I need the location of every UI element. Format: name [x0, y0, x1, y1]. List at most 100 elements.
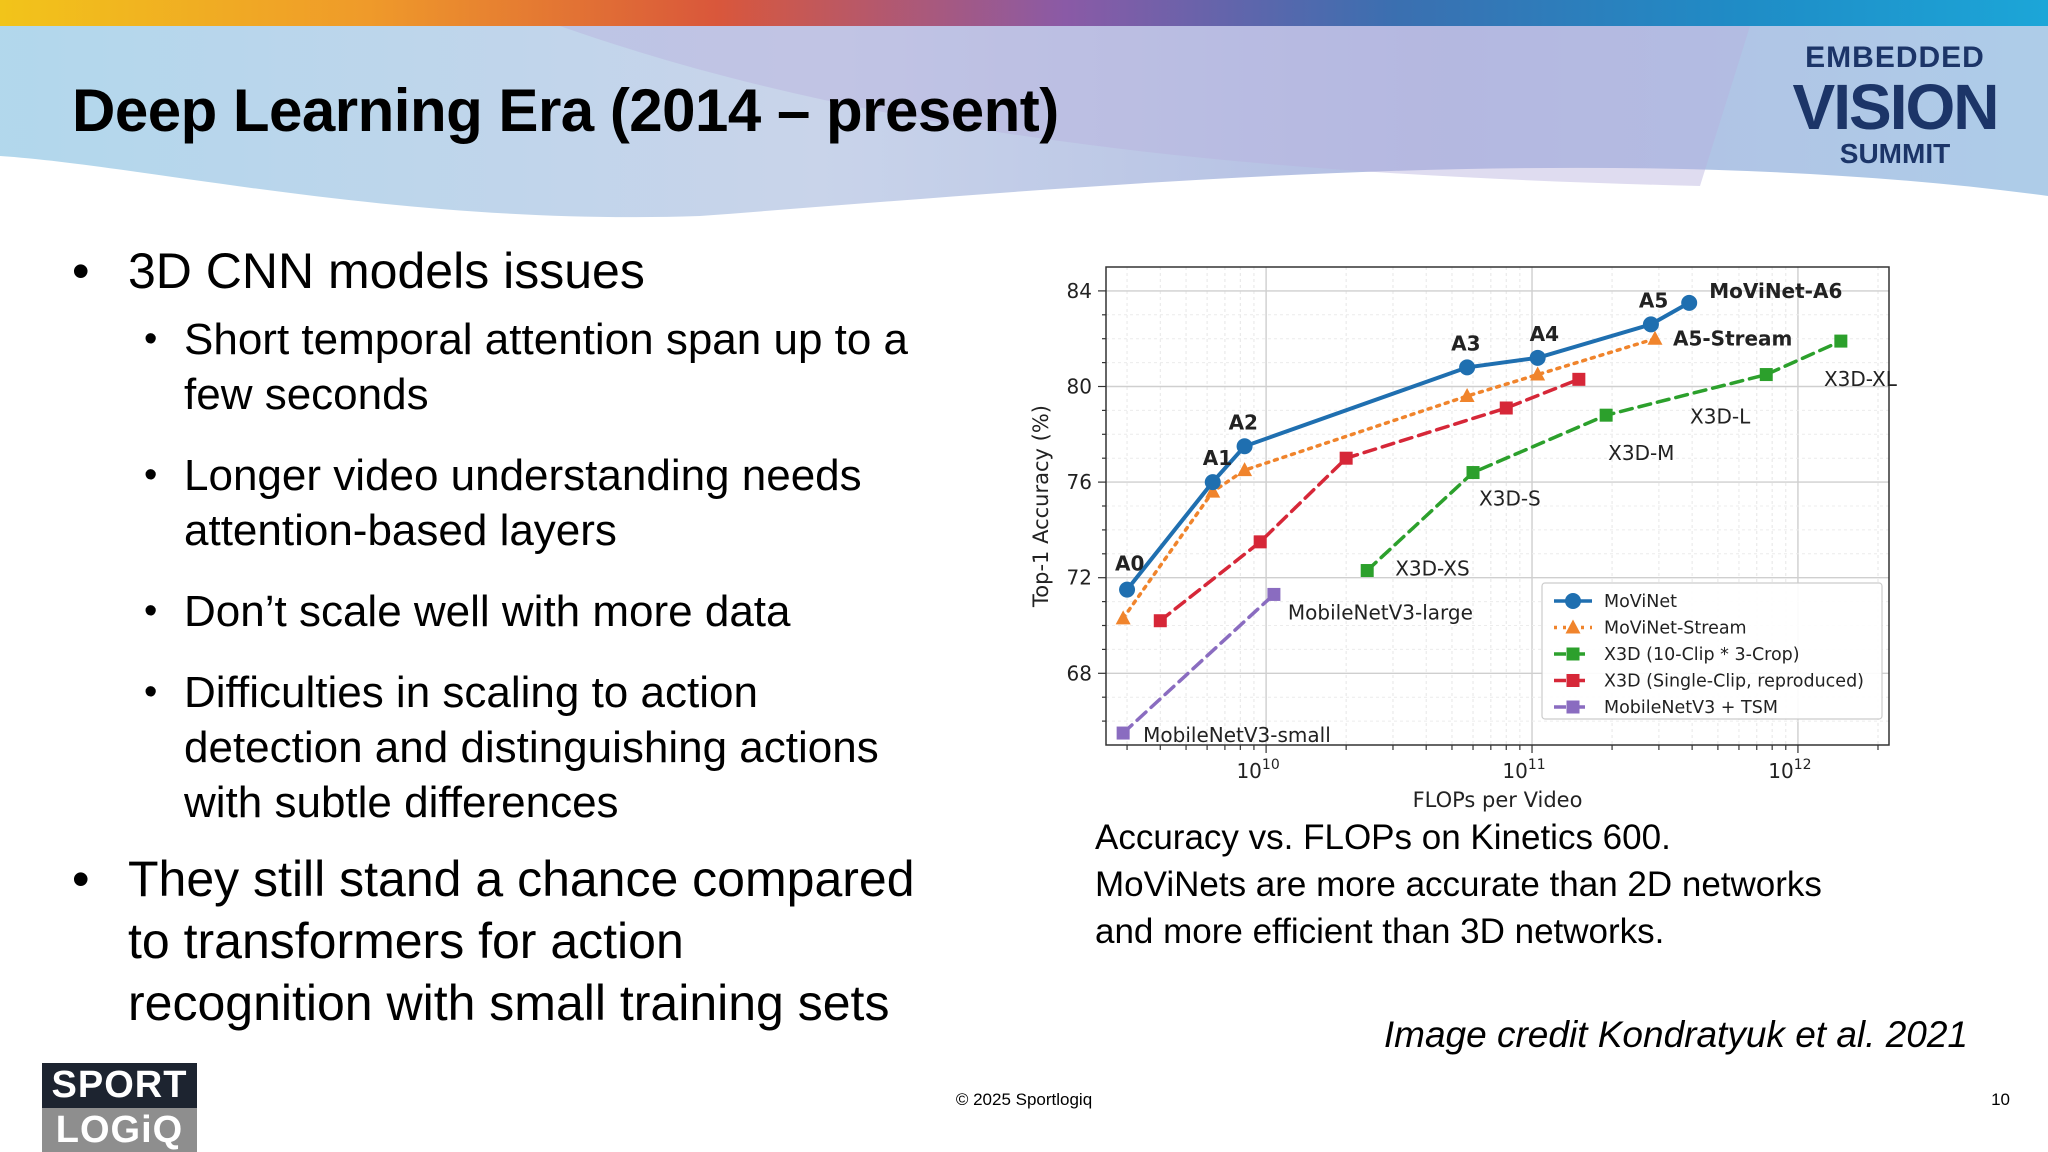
bullet-text-line: Difficulties in scaling to action [184, 668, 758, 717]
series-line-4 [1121, 592, 1276, 735]
data-point [1237, 462, 1253, 477]
legend-marker [1566, 700, 1580, 714]
bullet-text-line: to transformers for action [128, 913, 684, 969]
data-point [1115, 610, 1131, 625]
data-point [1236, 438, 1253, 455]
bullet-text-line: They still stand a chance compared [128, 851, 915, 907]
bullet-text-line: recognition with small training sets [128, 975, 890, 1031]
bullet-text-line: detection and distinguishing actions [184, 723, 879, 772]
bullet-text-line: attention-based layers [184, 506, 617, 555]
point-label: MoViNet-A6 [1709, 279, 1842, 303]
data-point [1572, 372, 1586, 386]
top-color-stripe [0, 0, 2048, 26]
bullet-dot: • [144, 454, 158, 496]
point-label: A4 [1530, 322, 1559, 346]
sub-bullet-temporal-span: • Short temporal attention span up to a … [72, 312, 992, 422]
legend-marker [1565, 619, 1581, 634]
bullet-dot: • [72, 851, 90, 907]
data-point [1647, 330, 1663, 345]
data-point [1529, 349, 1546, 366]
bullet-list: • 3D CNN models issues • Short temporal … [72, 240, 992, 1044]
data-point [1153, 614, 1167, 628]
point-label: A5 [1639, 288, 1668, 312]
data-point [1759, 368, 1773, 382]
plot-frame [1105, 266, 1890, 746]
bullet-text-line: with subtle differences [184, 778, 619, 827]
bullet-dot: • [72, 243, 90, 299]
logo-line-2: VISION [1792, 71, 2000, 143]
data-point [1499, 401, 1513, 415]
legend-marker [1566, 674, 1580, 687]
bullet-text: 3D CNN models issues [128, 243, 645, 299]
bullet-3d-cnn-issues: • 3D CNN models issues [72, 240, 992, 302]
x-tick-label: 1011 [1502, 757, 1545, 783]
legend-box [1541, 582, 1883, 720]
legend-label: MobileNetV3 + TSM [1604, 698, 1778, 718]
sportlogiq-logo: SPORT LOGiQ [42, 1063, 197, 1152]
slide-title: Deep Learning Era (2014 – present) [72, 77, 1059, 144]
point-label: MobileNetV3-large [1288, 600, 1473, 624]
point-label: A1 [1203, 446, 1232, 470]
data-point [1530, 366, 1546, 381]
data-point [1466, 466, 1480, 480]
legend-marker [1566, 647, 1580, 661]
chart-caption: Accuracy vs. FLOPs on Kinetics 600. MoVi… [1095, 814, 1955, 955]
y-tick-label: 68 [1067, 661, 1092, 685]
header-banner [0, 26, 2048, 218]
sub-bullet-action-detection: • Difficulties in scaling to action dete… [72, 665, 992, 830]
data-point [1360, 564, 1374, 578]
point-label: A3 [1451, 331, 1480, 355]
accuracy-vs-flops-chart: 68 72 76 80 84 1010 1011 1012 FLOPs per Video Top… [1029, 266, 1898, 812]
data-point [1642, 316, 1659, 333]
data-point [1205, 483, 1221, 498]
bullet-dot: • [144, 590, 158, 632]
legend-label: X3D (Single-Clip, reproduced) [1604, 672, 1864, 692]
legend-label: MoViNet [1604, 592, 1677, 612]
data-point [1681, 294, 1698, 311]
logo-line-1: EMBEDDED [1805, 41, 1985, 74]
bullet-text-line: Short temporal attention span up to a [184, 315, 909, 364]
bullet-text-line: Longer video understanding needs [184, 451, 862, 500]
bullet-dot: • [144, 671, 158, 713]
point-label: A2 [1229, 410, 1258, 434]
point-label: A5-Stream [1673, 327, 1792, 351]
x-axis-label: FLOPs per Video [1413, 788, 1583, 812]
sportlogiq-logo-line-1: SPORT [42, 1063, 197, 1108]
bullet-dot: • [144, 318, 158, 360]
point-label: X3D-S [1479, 487, 1541, 511]
bullet-transformers-comparison: • They still stand a chance compared to … [72, 848, 992, 1034]
point-label: MobileNetV3-small [1143, 723, 1331, 747]
bullet-text-line: Don’t scale well with more data [184, 587, 791, 636]
data-point [1459, 388, 1475, 403]
data-point [1116, 726, 1130, 740]
data-point [1599, 408, 1613, 422]
sportlogiq-logo-line-2: LOGiQ [42, 1108, 197, 1152]
y-tick-label: 80 [1067, 375, 1092, 399]
sub-bullet-scaling-data: • Don’t scale well with more data [72, 584, 992, 639]
sub-bullet-attention-layers: • Longer video understanding needs atten… [72, 448, 992, 558]
point-label: X3D-L [1690, 405, 1751, 429]
series-line-1 [1121, 336, 1657, 621]
caption-line: and more efficient than 3D networks. [1095, 912, 1665, 951]
data-point [1459, 359, 1476, 376]
y-axis-label: Top-1 Accuracy (%) [1029, 405, 1053, 608]
logo-line-3: SUMMIT [1839, 138, 1951, 169]
caption-line: MoViNets are more accurate than 2D netwo… [1095, 865, 1822, 904]
bullet-text-line: few seconds [184, 370, 429, 419]
point-label: A0 [1115, 552, 1144, 576]
embedded-vision-summit-logo: EMBEDDED VISION SUMMIT [1770, 40, 2020, 180]
point-label: X3D-XL [1824, 367, 1898, 391]
page-number: 10 [1991, 1090, 2010, 1109]
data-point [1339, 451, 1353, 465]
caption-line: Accuracy vs. FLOPs on Kinetics 600. [1095, 818, 1671, 857]
y-tick-label: 72 [1067, 566, 1092, 590]
legend-label: MoViNet-Stream [1604, 619, 1747, 639]
point-label: X3D-M [1608, 441, 1674, 465]
legend-marker [1565, 593, 1581, 609]
image-credit: Image credit Kondratyuk et al. 2021 [1383, 1014, 1968, 1055]
x-tick-label: 1010 [1236, 757, 1279, 783]
y-tick-label: 84 [1067, 279, 1092, 303]
data-point [1119, 581, 1136, 598]
point-label: X3D-XS [1395, 557, 1469, 581]
copyright-text: © 2025 Sportlogiq [955, 1090, 1093, 1109]
